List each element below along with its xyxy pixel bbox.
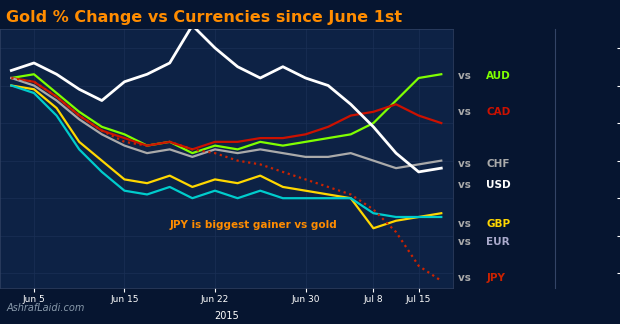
Text: vs: vs [458,71,474,81]
Text: JPY: JPY [486,273,505,283]
Text: AUD: AUD [486,71,511,81]
Text: vs: vs [458,180,474,190]
Text: 2015: 2015 [214,311,239,321]
Text: AshrafLaidi.com: AshrafLaidi.com [6,303,84,313]
Text: JPY is biggest gainer vs gold: JPY is biggest gainer vs gold [170,220,337,230]
Text: vs: vs [458,219,474,228]
Text: vs: vs [458,159,474,169]
Text: Gold % Change vs Currencies since June 1st: Gold % Change vs Currencies since June 1… [6,10,402,25]
Text: GBP: GBP [486,219,510,228]
Text: vs: vs [458,273,474,283]
Text: CAD: CAD [486,107,511,117]
Text: EUR: EUR [486,237,510,247]
Text: CHF: CHF [486,159,510,169]
Text: vs: vs [458,237,474,247]
Text: USD: USD [486,180,511,190]
Text: vs: vs [458,107,474,117]
